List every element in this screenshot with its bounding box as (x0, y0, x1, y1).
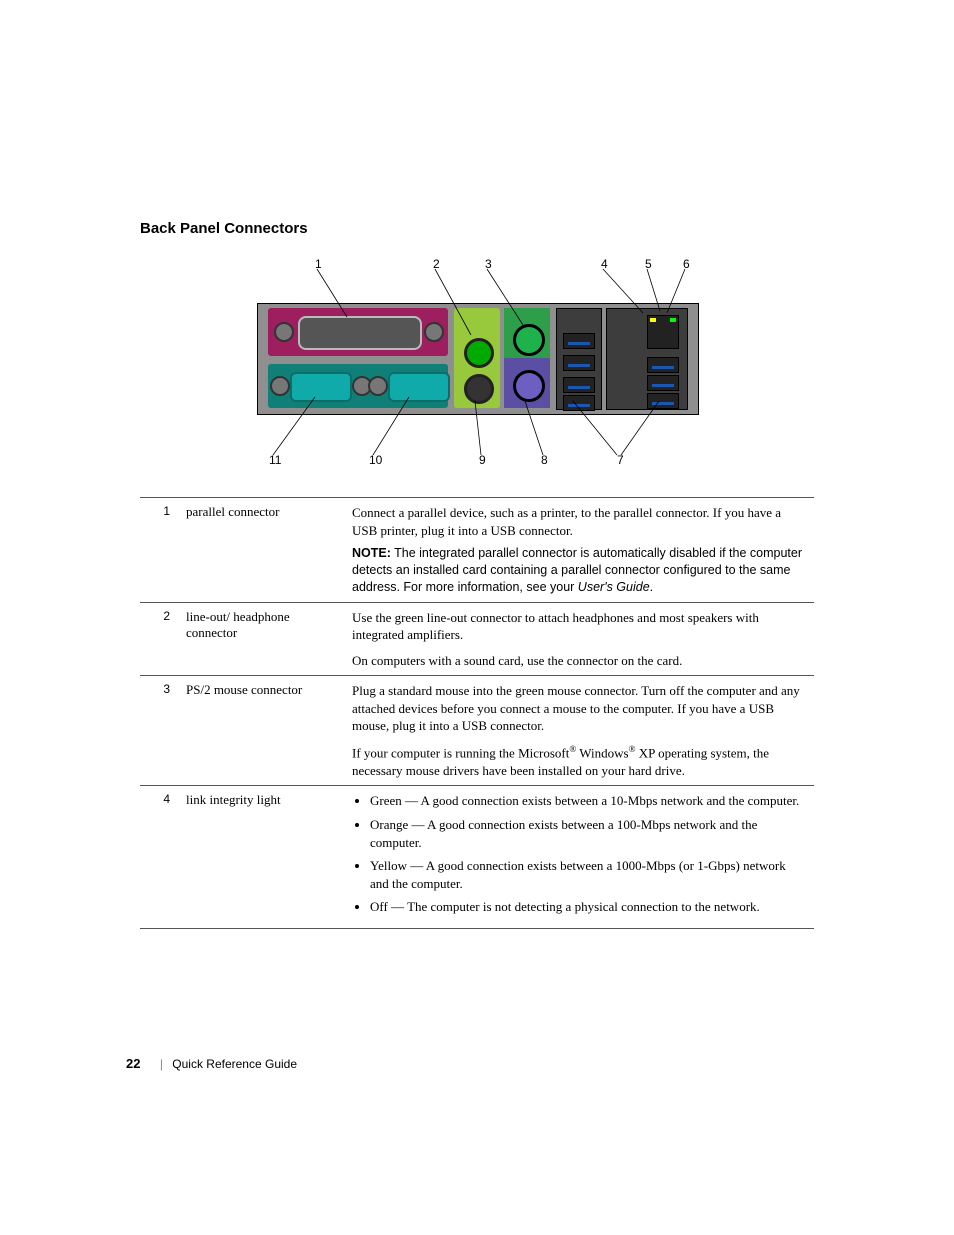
back-panel-diagram: 1 2 3 4 5 6 11 10 9 8 7 (257, 257, 697, 467)
ethernet-port (647, 315, 679, 349)
list-item: Orange — A good connection exists betwee… (370, 816, 806, 851)
callout-number: 5 (645, 257, 652, 271)
connector-description: Use the green line-out connector to atta… (344, 602, 814, 676)
callout-number: 9 (479, 453, 486, 467)
panel-plate (257, 303, 699, 415)
audio-jacks (454, 308, 500, 408)
footer-separator: | (160, 1057, 163, 1071)
table-row: 1parallel connectorConnect a parallel de… (140, 498, 814, 603)
callout-number: 7 (617, 453, 624, 467)
row-number: 3 (140, 676, 178, 786)
usb-stack-left (556, 308, 602, 410)
connector-description: Plug a standard mouse into the green mou… (344, 676, 814, 786)
connector-description: Green — A good connection exists between… (344, 786, 814, 928)
connector-name: parallel connector (178, 498, 344, 603)
callout-number: 10 (369, 453, 382, 467)
callout-number: 6 (683, 257, 690, 271)
row-number: 4 (140, 786, 178, 928)
callout-number: 11 (269, 453, 281, 467)
ps2-ports (504, 308, 550, 408)
list-item: Green — A good connection exists between… (370, 792, 806, 810)
network-and-usb (606, 308, 688, 410)
page-number: 22 (126, 1056, 140, 1071)
connector-table: 1parallel connectorConnect a parallel de… (140, 497, 814, 929)
callout-number: 4 (601, 257, 608, 271)
footer-title: Quick Reference Guide (172, 1057, 297, 1071)
connector-description: Connect a parallel device, such as a pri… (344, 498, 814, 603)
table-row: 2line-out/ headphone connectorUse the gr… (140, 602, 814, 676)
list-item: Yellow — A good connection exists betwee… (370, 857, 806, 892)
table-row: 4link integrity light Green — A good conn… (140, 786, 814, 928)
connector-name: line-out/ headphone connector (178, 602, 344, 676)
callout-number: 3 (485, 257, 492, 271)
serial-ports (268, 364, 448, 408)
parallel-port (268, 308, 448, 356)
connector-name: link integrity light (178, 786, 344, 928)
callout-number: 8 (541, 453, 548, 467)
diagram-container: 1 2 3 4 5 6 11 10 9 8 7 (140, 257, 814, 467)
row-number: 2 (140, 602, 178, 676)
table-row: 3PS/2 mouse connectorPlug a standard mou… (140, 676, 814, 786)
section-heading: Back Panel Connectors (140, 220, 814, 237)
row-number: 1 (140, 498, 178, 603)
page-footer: 22 | Quick Reference Guide (126, 1056, 297, 1071)
callout-number: 2 (433, 257, 440, 271)
connector-name: PS/2 mouse connector (178, 676, 344, 786)
list-item: Off — The computer is not detecting a ph… (370, 898, 806, 916)
callout-number: 1 (315, 257, 322, 271)
